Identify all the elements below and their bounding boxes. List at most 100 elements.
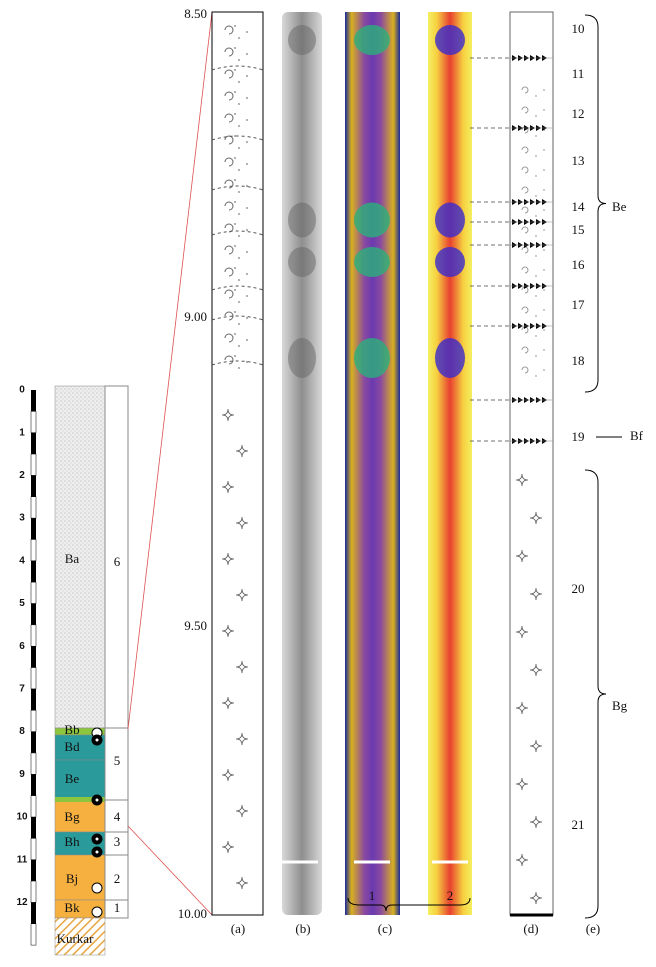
core-b-feature [288, 338, 316, 378]
scale-segment [31, 518, 36, 539]
unit-label: Be [65, 771, 80, 786]
group-label: Be [612, 199, 627, 214]
sub-panel-label: 1 [369, 888, 376, 903]
unit-number: 3 [114, 834, 121, 849]
panel-a [212, 12, 263, 915]
scale-label: 1 [19, 427, 25, 438]
layer-number: 14 [572, 199, 586, 214]
scale-segment [31, 902, 36, 923]
scale-segment [31, 582, 36, 603]
core-c1 [345, 12, 400, 915]
unit-label: Bb [64, 722, 79, 737]
core-c2 [428, 12, 472, 915]
core-b-feature [288, 247, 316, 277]
layer-number: 20 [572, 581, 585, 596]
scale-segment [31, 732, 36, 753]
sub-panel-label: 2 [447, 888, 454, 903]
scale-segment [31, 497, 36, 518]
unit-label: Bh [64, 834, 80, 849]
scale-segment [31, 475, 36, 496]
scale-label: 4 [19, 555, 25, 566]
depth-label: 10.00 [178, 906, 207, 921]
scale-label: 10 [16, 812, 28, 823]
scale-segment [31, 539, 36, 560]
panel-label: (e) [586, 921, 600, 936]
layer-number: 13 [572, 153, 585, 168]
layer-number: 10 [572, 21, 585, 36]
panel-label: (c) [378, 921, 392, 936]
layer-number: 18 [572, 353, 585, 368]
sample-core [96, 851, 99, 854]
scale-segment [31, 796, 36, 817]
unit-number: 5 [114, 753, 121, 768]
scale-segment [31, 689, 36, 710]
unit-label: Bj [66, 871, 78, 886]
layer-number: 15 [572, 222, 585, 237]
scale-label: 12 [16, 897, 28, 908]
layer-number: 12 [572, 106, 585, 121]
sample-core [96, 739, 99, 742]
depth-label: 9.00 [184, 309, 207, 324]
scale-segment [31, 625, 36, 646]
panel-label: (d) [523, 921, 538, 936]
core-c1-feature [354, 247, 390, 277]
scale-segment [31, 710, 36, 731]
core-c2-feature [435, 203, 465, 238]
layer-number: 16 [572, 257, 586, 272]
sample-dot [92, 883, 102, 893]
layer-number: 17 [572, 297, 586, 312]
scale-segment [31, 454, 36, 475]
scale-label: 5 [19, 598, 25, 609]
scale-segment [31, 604, 36, 625]
scale-segment [31, 561, 36, 582]
layer-number: 11 [572, 66, 585, 81]
group-label: Bg [612, 698, 628, 713]
unit-number: 1 [114, 900, 121, 915]
scale-label: 0 [19, 385, 25, 396]
scale-segment [31, 924, 36, 945]
unit-number: 2 [114, 871, 121, 886]
scale-segment [31, 411, 36, 432]
layer-number: 19 [572, 429, 585, 444]
core-c1-feature [354, 203, 390, 238]
layer-number: 21 [572, 817, 585, 832]
unit-label: Bk [64, 900, 80, 915]
scale-segment [31, 838, 36, 859]
scale-label: 7 [19, 684, 25, 695]
zoom-line [128, 826, 212, 915]
core-c2-feature [435, 338, 465, 378]
panel-label: (b) [295, 921, 310, 936]
bracket [585, 470, 606, 918]
scale-label: 9 [19, 769, 25, 780]
panel-label: (a) [231, 921, 245, 936]
core-c2-feature [435, 247, 465, 277]
scale-segment [31, 753, 36, 774]
panel-d [510, 12, 553, 915]
unit [55, 760, 105, 800]
unit-label: Kurkar [57, 931, 94, 946]
core-b-feature [288, 203, 316, 238]
scale-segment [31, 817, 36, 838]
core-c1-feature [354, 25, 390, 55]
scale-label: 11 [17, 854, 28, 865]
scale-segment [31, 860, 36, 881]
unit-number: 6 [114, 554, 121, 569]
scale-label: 2 [19, 470, 25, 481]
core-c1-feature [354, 338, 390, 378]
scale-segment [31, 774, 36, 795]
core-b-feature [288, 25, 316, 55]
scale-label: 8 [19, 726, 25, 737]
bracket [585, 15, 606, 392]
scale-label: 6 [19, 641, 25, 652]
unit-label: Bd [64, 739, 80, 754]
unit-label: Ba [65, 551, 80, 566]
depth-label: 8.50 [184, 6, 207, 21]
figure: 0123456789101112BaBbBdBeBgBhBjBkKurkar65… [0, 0, 656, 967]
sample-core [96, 838, 99, 841]
scale-segment [31, 646, 36, 667]
core-b [282, 12, 322, 915]
depth-label: 9.50 [184, 618, 207, 633]
scale-segment [31, 668, 36, 689]
gap [400, 855, 428, 861]
scale-segment [31, 433, 36, 454]
